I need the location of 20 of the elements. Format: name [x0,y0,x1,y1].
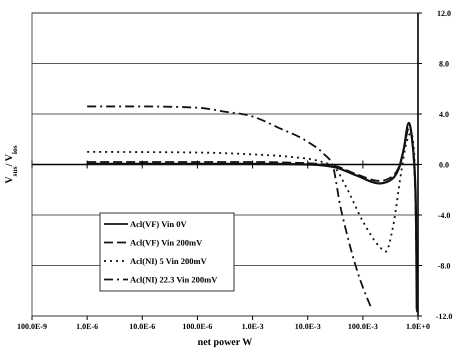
x-tick-label: 1.0E+0 [406,322,430,331]
x-tick-label: 10.0E-3 [294,322,321,331]
x-tick-label: 1.0E-3 [242,322,264,331]
y-tick-label: 8.0 [439,60,449,68]
x-tick-label: 10.0E-6 [129,322,156,331]
legend-label: Acl(NI) 5 Vin 200mV [130,256,208,266]
y-tick-label: -12.0 [436,312,452,321]
y-tick-label: 4.0 [439,110,449,119]
x-tick-label: 100.0E-3 [348,322,378,331]
y-tick-label: 12.0 [437,9,451,18]
x-tick-label: 1.0E-6 [76,322,98,331]
y-tick-label: -4.0 [438,211,450,220]
x-axis-title: net power W [198,337,252,348]
legend-label: Acl(VF) Vin 200mV [130,238,204,248]
legend-label: Acl(VF) Vin 0V [130,219,188,229]
y-tick-label: 0.0 [439,160,449,170]
y-tick-label: -8.0 [438,262,450,270]
x-tick-label: 100.0E-6 [182,322,212,331]
x-tick-label: 100.0E-9 [17,322,47,331]
legend-label: Acl(NI) 22.3 Vin 200mV [130,274,218,284]
